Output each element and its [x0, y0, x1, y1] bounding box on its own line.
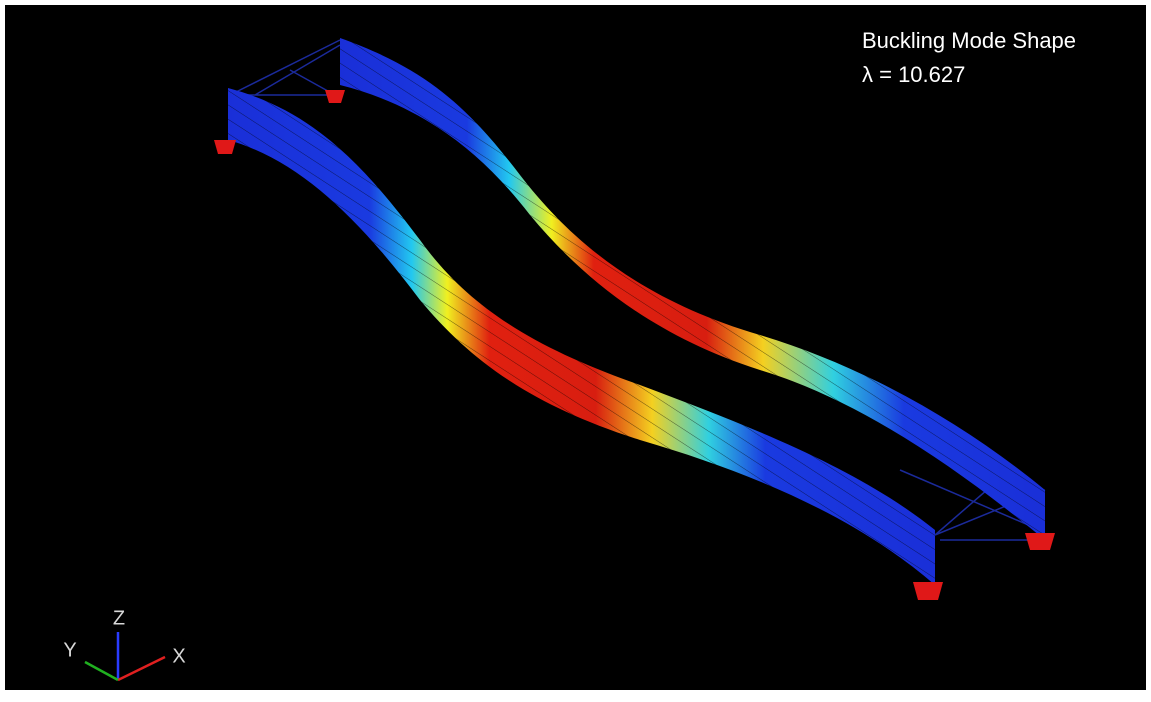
support — [913, 582, 943, 600]
x-label: X — [172, 645, 185, 667]
z-label: Z — [113, 607, 125, 629]
page: {"viewport": {"caption": {"title": "Buck… — [0, 0, 1151, 702]
mode-title: Buckling Mode Shape — [862, 28, 1076, 53]
eigenvalue: λ = 10.627 — [862, 62, 965, 87]
viewport-background — [5, 5, 1146, 690]
viewport: Buckling Mode Shape λ = 10.627 Z Y X — [0, 0, 1151, 702]
y-label: Y — [63, 639, 76, 661]
support — [1025, 533, 1055, 550]
